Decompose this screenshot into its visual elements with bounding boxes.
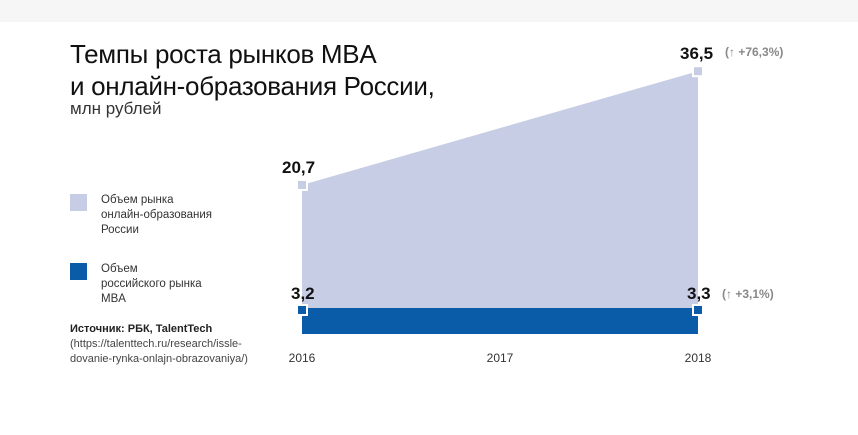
legend-label-online-education: Объем рынка онлайн-образования России (101, 193, 261, 238)
legend-swatch-mba (70, 263, 87, 280)
chart-title-line-2: и онлайн-образования России, (70, 71, 435, 101)
chart-subtitle: млн рублей (70, 99, 162, 118)
data-point-mba-2016 (298, 306, 306, 314)
source-url: (https://talenttech.ru/research/issle-do… (70, 338, 248, 365)
legend-line: Объем рынка (101, 194, 174, 206)
change-label-mba: (↑ +3,1%) (722, 287, 774, 301)
change-label-online: (↑ +76,3%) (725, 45, 783, 59)
chart-title-line-1: Темпы роста рынков MBA (70, 39, 377, 69)
legend-swatch-online-education (70, 194, 87, 211)
data-point-online-2016 (298, 180, 306, 189)
data-point-mba-2018 (694, 306, 702, 314)
source-note: Источник: РБК, TalentTech (https://talen… (70, 322, 270, 367)
legend-label-mba: Объем российского рынка MBA (101, 262, 261, 307)
area-online-education (302, 71, 698, 308)
x-tick-label-2018: 2018 (685, 351, 712, 365)
x-tick-label-2017: 2017 (487, 351, 514, 365)
value-label-online-2016: 20,7 (282, 158, 315, 177)
value-label-mba-2016: 3,2 (291, 284, 315, 303)
legend-line: онлайн-образования (101, 209, 213, 221)
value-label-online-2018: 36,5 (680, 44, 713, 63)
legend-line: MBA (101, 293, 126, 305)
source-label: Источник: РБК, TalentTech (70, 323, 213, 335)
value-label-mba-2018: 3,3 (687, 284, 711, 303)
area-mba (302, 308, 698, 334)
chart-title: Темпы роста рынков MBA и онлайн-образова… (70, 38, 435, 102)
legend-item-online-education: Объем рынка онлайн-образования России (70, 193, 261, 238)
x-tick-label-2016: 2016 (289, 351, 316, 365)
legend-item-mba: Объем российского рынка MBA (70, 262, 261, 307)
top-bar (0, 0, 858, 22)
legend-line: Объем (101, 263, 138, 275)
data-point-online-2018 (694, 67, 702, 76)
legend-line: российского рынка (101, 278, 202, 290)
legend-line: России (101, 224, 139, 236)
